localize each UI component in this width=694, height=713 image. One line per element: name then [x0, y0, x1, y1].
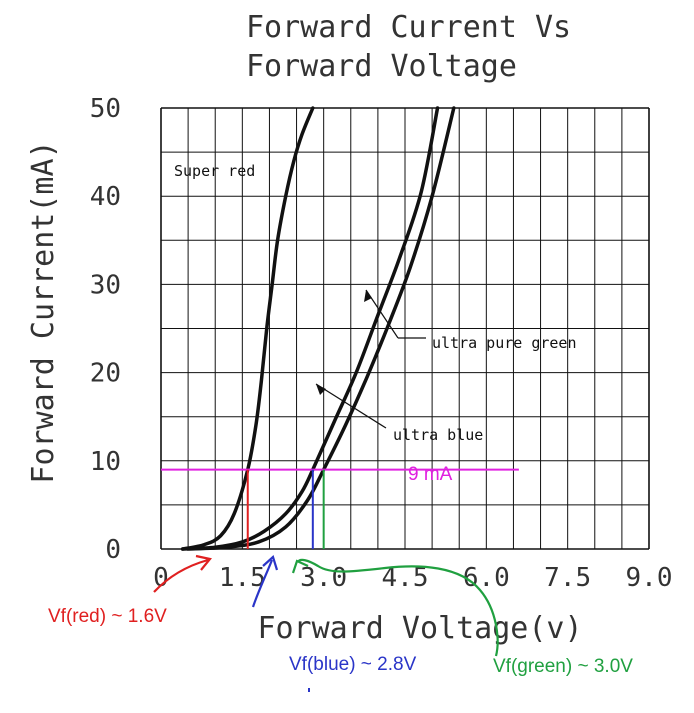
grid — [160, 107, 650, 550]
series-line-ultra-pure-green — [186, 106, 456, 551]
vf-green-label: Vf(green) ~ 3.0V — [493, 656, 633, 677]
x-tick-label: 7.5 — [544, 563, 591, 593]
y-tick-label: 40 — [90, 182, 121, 212]
chart-title-line-2: Forward Voltage — [246, 49, 517, 84]
vf-blue-label: Vf(blue) ~ 2.8V — [289, 654, 417, 675]
vf-blue-arrow — [251, 559, 274, 608]
x-tick-label: 1.5 — [219, 563, 266, 593]
vf-green-arrow — [297, 558, 499, 657]
leader-line-blue — [315, 383, 387, 429]
y-tick-label: 20 — [90, 359, 121, 389]
x-axis-label: Forward Voltage(v) — [257, 611, 582, 646]
series-lines — [180, 106, 456, 551]
vf-green-arrowhead — [291, 559, 309, 574]
y-tick-label: 50 — [90, 94, 121, 124]
vf-red-arrowhead — [195, 554, 212, 571]
chart-title-line-1: Forward Current Vs — [246, 10, 571, 45]
series-label-super-red: Super red — [174, 162, 255, 180]
vf-blue-arrowhead — [262, 555, 279, 571]
vf-red-arrow — [153, 558, 209, 593]
leader-arrow-blue — [316, 384, 326, 395]
x-tick-label: 6.0 — [463, 563, 510, 593]
vf-red-label: Vf(red) ~ 1.6V — [48, 606, 167, 627]
leader-arrow-green — [364, 290, 372, 302]
x-tick-label: 3.0 — [300, 563, 347, 593]
reference-line-label: 9 mA — [408, 464, 453, 485]
y-tick-label: 10 — [90, 447, 121, 477]
y-axis-label: Forward Current(mA) — [26, 140, 61, 483]
series-label-ultra-pure-green: ultra pure green — [432, 334, 577, 352]
x-tick-label: 9.0 — [626, 563, 673, 593]
series-line-ultra-blue — [180, 106, 440, 551]
y-tick-label: 0 — [105, 535, 121, 565]
y-tick-label: 30 — [90, 270, 121, 300]
x-tick-label: 0 — [153, 563, 169, 593]
series-line-super-red — [180, 106, 315, 551]
series-label-ultra-blue: ultra blue — [393, 426, 483, 444]
